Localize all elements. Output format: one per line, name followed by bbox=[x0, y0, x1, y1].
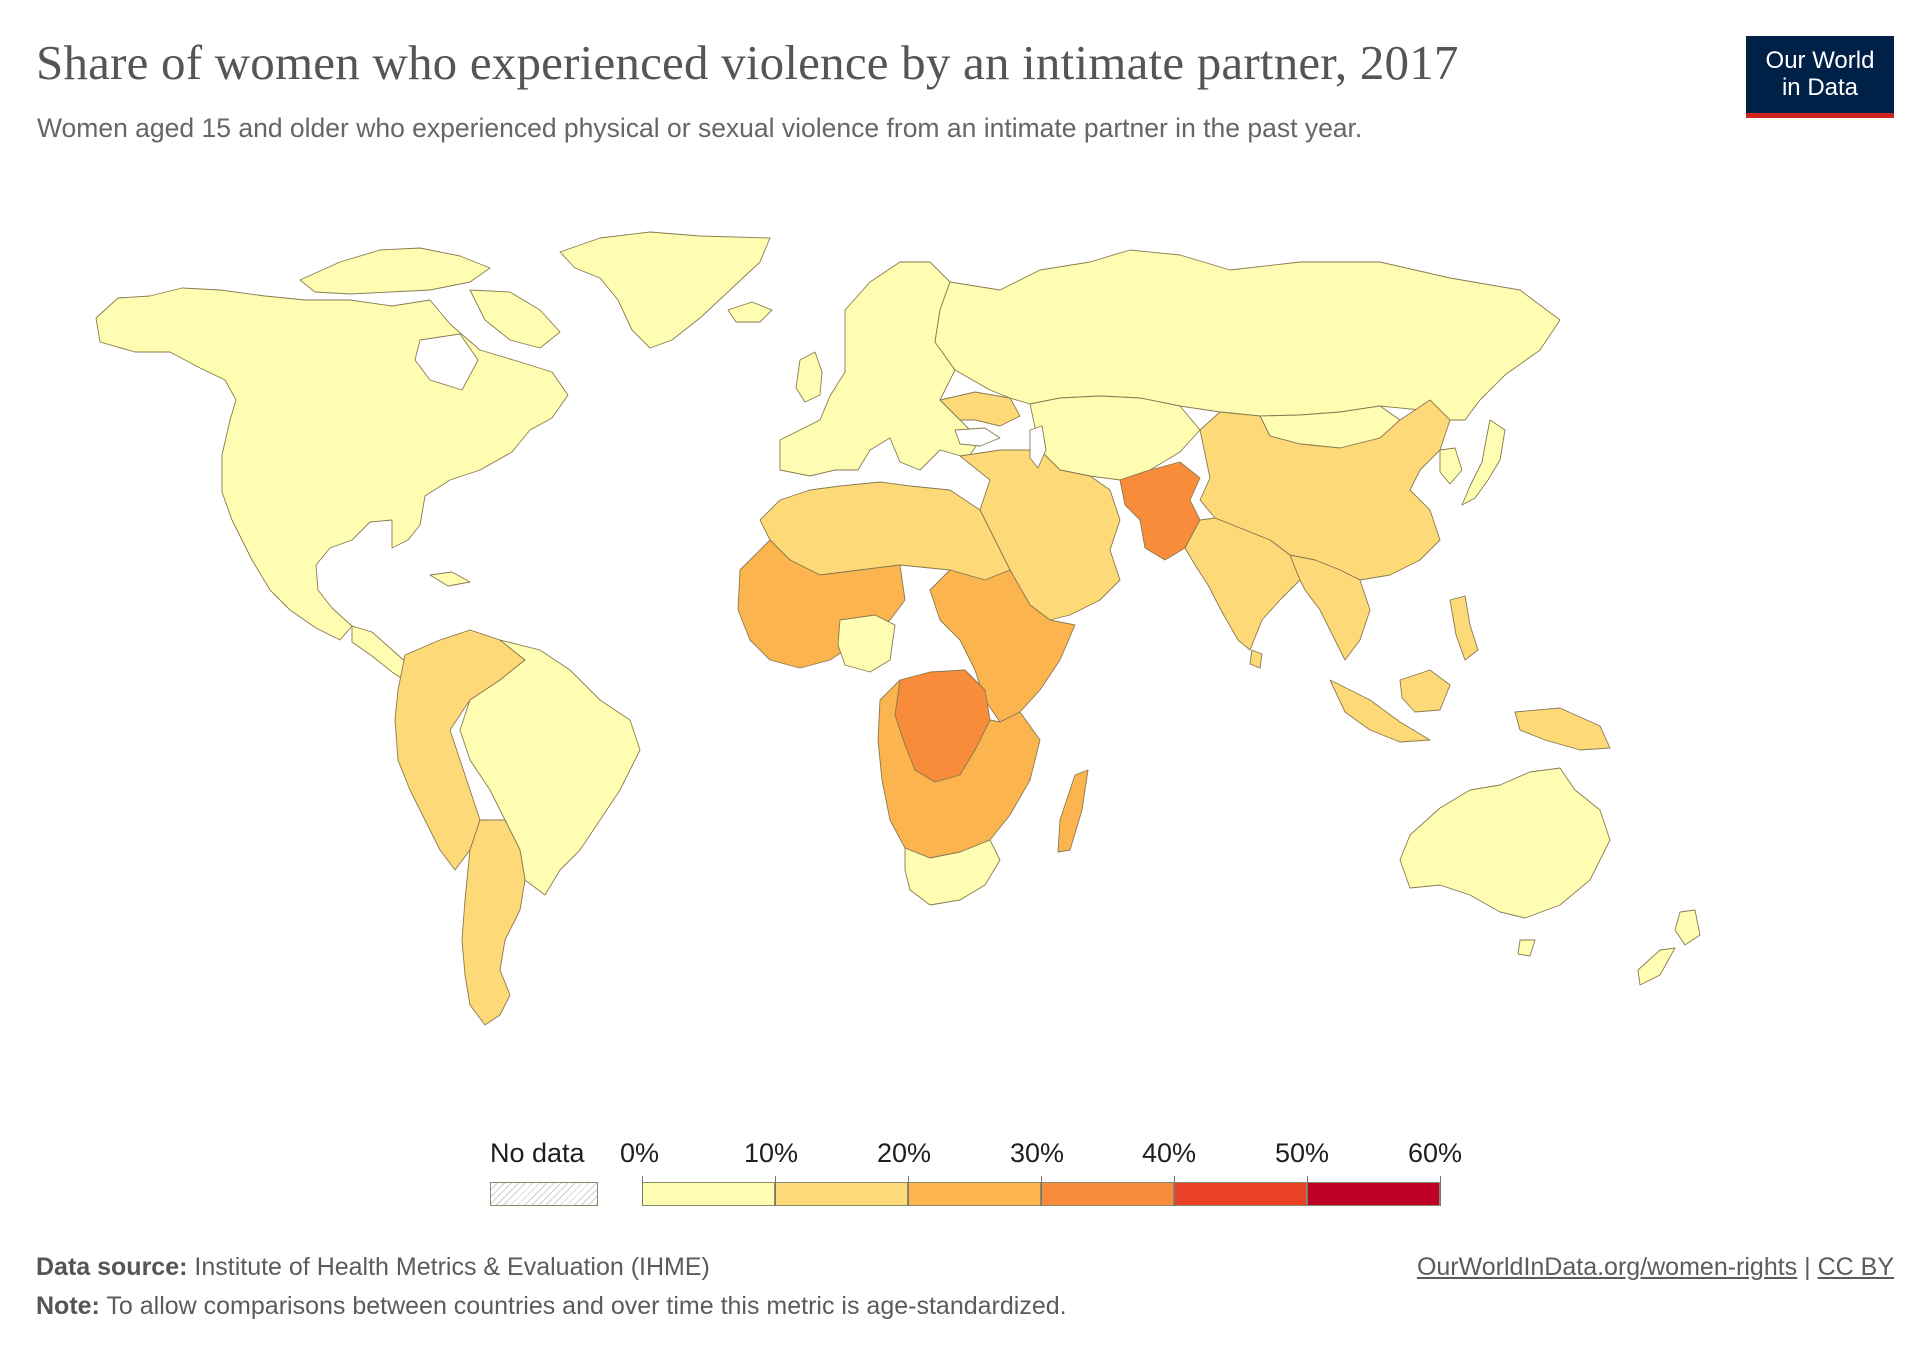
logo-line-1: Our World bbox=[1765, 47, 1875, 74]
region-iceland[interactable] bbox=[727, 301, 773, 323]
region-southeast-asia[interactable] bbox=[1289, 554, 1371, 661]
region-greenland[interactable] bbox=[559, 231, 771, 349]
legend-tick-label: 50% bbox=[1275, 1138, 1330, 1168]
license-link[interactable]: CC BY bbox=[1817, 1253, 1894, 1281]
legend-bin[interactable] bbox=[775, 1182, 908, 1206]
legend-tick bbox=[1041, 1176, 1042, 1206]
region-arctic-islands[interactable] bbox=[299, 247, 491, 295]
region-tasmania[interactable] bbox=[1517, 939, 1536, 957]
data-source-label: Data source: bbox=[36, 1253, 188, 1281]
data-source-line: Data source: Institute of Health Metrics… bbox=[36, 1253, 710, 1282]
region-indonesia[interactable] bbox=[1329, 679, 1431, 743]
legend-bin[interactable] bbox=[642, 1182, 775, 1206]
legend-tick-label: 60% bbox=[1408, 1138, 1463, 1168]
region-uk[interactable] bbox=[795, 351, 823, 403]
region-india[interactable] bbox=[1184, 517, 1301, 651]
caspian-sea bbox=[1029, 425, 1047, 469]
legend-tick bbox=[775, 1176, 776, 1206]
region-southern-central-africa[interactable] bbox=[877, 679, 1041, 859]
chart-subtitle: Women aged 15 and older who experienced … bbox=[37, 113, 1363, 143]
region-new-zealand-south[interactable] bbox=[1637, 947, 1676, 986]
legend-bin[interactable] bbox=[1307, 1182, 1440, 1206]
legend-tick bbox=[1307, 1176, 1308, 1206]
data-source-text: Institute of Health Metrics & Evaluation… bbox=[194, 1253, 710, 1281]
source-link[interactable]: OurWorldInData.org/women-rights bbox=[1416, 1253, 1798, 1281]
region-sri-lanka[interactable] bbox=[1249, 649, 1263, 669]
legend-tick-label: 40% bbox=[1142, 1138, 1197, 1168]
logo-accent-bar bbox=[1746, 113, 1894, 118]
region-east-africa[interactable] bbox=[929, 569, 1076, 723]
legend-no-data-label: No data bbox=[490, 1138, 585, 1168]
region-argentina[interactable] bbox=[461, 819, 526, 1026]
link-separator: | bbox=[1804, 1253, 1811, 1281]
legend-bin[interactable] bbox=[1174, 1182, 1307, 1206]
note-label: Note: bbox=[36, 1292, 100, 1320]
legend-tick-label: 30% bbox=[1010, 1138, 1065, 1168]
region-new-guinea[interactable] bbox=[1514, 707, 1611, 751]
legend-bin[interactable] bbox=[1041, 1182, 1174, 1206]
region-southern-africa[interactable] bbox=[904, 839, 1001, 906]
region-baffin[interactable] bbox=[469, 289, 561, 349]
region-philippines[interactable] bbox=[1449, 595, 1479, 661]
black-sea bbox=[954, 427, 1001, 447]
region-brazil[interactable] bbox=[459, 639, 641, 896]
region-russia[interactable] bbox=[934, 249, 1561, 421]
note-line: Note: To allow comparisons between count… bbox=[36, 1292, 1067, 1321]
chart-title: Share of women who experienced violence … bbox=[36, 35, 1459, 90]
region-japan[interactable] bbox=[1461, 419, 1506, 506]
legend-no-data-swatch bbox=[490, 1182, 598, 1206]
logo-line-2: in Data bbox=[1781, 74, 1859, 101]
legend-tick bbox=[1174, 1176, 1175, 1206]
region-new-zealand[interactable] bbox=[1674, 909, 1701, 946]
legend-bin[interactable] bbox=[908, 1182, 1041, 1206]
region-ukraine[interactable] bbox=[939, 391, 1021, 427]
legend-tick bbox=[1440, 1176, 1441, 1206]
legend-tick bbox=[642, 1176, 643, 1206]
legend-tick-label: 20% bbox=[877, 1138, 932, 1168]
legend-tick-label: 0% bbox=[620, 1138, 660, 1168]
region-borneo[interactable] bbox=[1399, 669, 1451, 713]
region-north-america[interactable] bbox=[95, 287, 569, 641]
region-korea[interactable] bbox=[1439, 447, 1463, 485]
note-text: To allow comparisons between countries a… bbox=[106, 1292, 1067, 1320]
region-nigeria[interactable] bbox=[837, 614, 896, 673]
hudson-bay bbox=[414, 333, 479, 391]
footer-links: OurWorldInData.org/women-rights | CC BY bbox=[1417, 1253, 1894, 1282]
region-madagascar[interactable] bbox=[1057, 769, 1089, 853]
owid-logo[interactable]: Our World in Data bbox=[1746, 36, 1894, 118]
region-caribbean[interactable] bbox=[429, 571, 471, 587]
region-australia[interactable] bbox=[1399, 767, 1611, 919]
legend-tick bbox=[908, 1176, 909, 1206]
legend-tick-label: 10% bbox=[744, 1138, 799, 1168]
